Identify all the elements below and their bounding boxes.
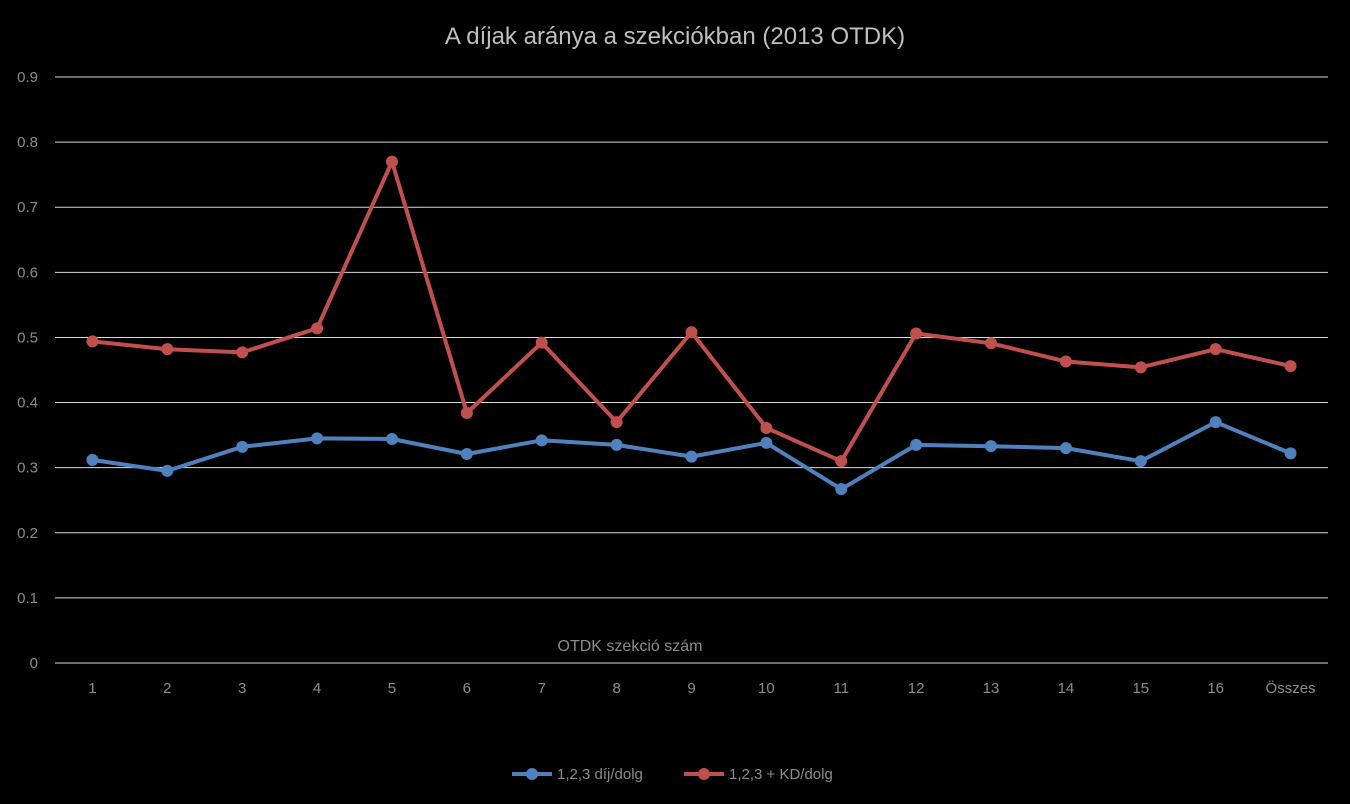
data-point	[1134, 455, 1147, 468]
legend-swatch-marker	[698, 768, 710, 780]
data-point	[460, 447, 473, 460]
legend-item-2: 1,2,3 + KD/dolg	[684, 766, 833, 783]
data-point	[610, 416, 623, 429]
y-axis-ticks: 0 0.1 0.2 0.3 0.4 0.5 0.6 0.7 0.8 0.9	[17, 69, 38, 672]
data-point	[311, 432, 324, 445]
x-tick-label: 16	[1207, 680, 1224, 697]
y-tick-label: 0.4	[17, 395, 38, 412]
x-tick-label: 5	[388, 680, 396, 697]
data-point	[1209, 343, 1222, 356]
data-point	[460, 406, 473, 419]
data-point	[685, 326, 698, 339]
data-point	[835, 483, 848, 496]
x-tick-label: 13	[983, 680, 1000, 697]
x-tick-label: 10	[758, 680, 775, 697]
data-point	[535, 434, 548, 447]
data-point	[535, 336, 548, 349]
legend-label: 1,2,3 díj/dolg	[557, 766, 643, 783]
x-tick-label: 12	[908, 680, 925, 697]
x-axis-label: OTDK szekció szám	[558, 638, 703, 655]
data-point	[760, 421, 773, 434]
data-point	[910, 327, 923, 340]
chart-title: A díjak aránya a szekciókban (2013 OTDK)	[445, 23, 905, 50]
x-tick-label: 8	[612, 680, 620, 697]
y-tick-label: 0.9	[17, 69, 38, 86]
y-tick-label: 0	[30, 655, 38, 672]
y-tick-label: 0.8	[17, 134, 38, 151]
data-point	[835, 455, 848, 468]
x-tick-label: 9	[687, 680, 695, 697]
x-tick-label: 11	[833, 680, 849, 697]
series-line	[92, 159, 1292, 464]
x-tick-label: Összes	[1266, 679, 1316, 697]
data-point	[985, 440, 998, 453]
legend-label: 1,2,3 + KD/dolg	[729, 766, 833, 783]
y-tick-label: 0.1	[17, 590, 38, 607]
data-point	[1134, 361, 1147, 374]
data-point	[760, 436, 773, 449]
data-point	[236, 346, 249, 359]
legend: 1,2,3 díj/dolg 1,2,3 + KD/dolg	[512, 766, 833, 783]
data-point	[1059, 442, 1072, 455]
y-tick-label: 0.2	[17, 525, 38, 542]
data-point	[385, 155, 398, 168]
data-point	[86, 453, 99, 466]
x-tick-label: 14	[1058, 680, 1075, 697]
data-point	[985, 337, 998, 350]
x-tick-label: 4	[313, 680, 321, 697]
legend-swatch-marker	[526, 768, 538, 780]
x-tick-label: 3	[238, 680, 246, 697]
y-tick-label: 0.6	[17, 264, 38, 281]
x-tick-label: 1	[88, 680, 96, 697]
legend-item-1: 1,2,3 díj/dolg	[512, 766, 643, 783]
series-2	[86, 155, 1297, 468]
y-tick-label: 0.7	[17, 199, 38, 216]
data-point	[86, 335, 99, 348]
x-tick-label: 15	[1132, 680, 1149, 697]
x-tick-label: 7	[538, 680, 546, 697]
data-point	[1059, 355, 1072, 368]
data-point	[1284, 360, 1297, 373]
data-point	[385, 433, 398, 446]
data-point	[311, 322, 324, 335]
y-tick-label: 0.5	[17, 329, 38, 346]
x-tick-label: 2	[163, 680, 171, 697]
data-point	[161, 464, 174, 477]
data-point	[236, 440, 249, 453]
x-tick-label: 6	[463, 680, 471, 697]
x-axis-ticks: 1 2 3 4 5 6 7 8 9 10 11 12 13 14 15 16 Összes	[88, 679, 1315, 697]
data-point	[161, 343, 174, 356]
series-group	[86, 155, 1297, 496]
data-point	[1284, 447, 1297, 460]
data-point	[910, 438, 923, 451]
data-point	[1209, 416, 1222, 429]
data-point	[610, 438, 623, 451]
data-point	[685, 450, 698, 463]
y-tick-label: 0.3	[17, 460, 38, 477]
series-1	[86, 416, 1297, 496]
